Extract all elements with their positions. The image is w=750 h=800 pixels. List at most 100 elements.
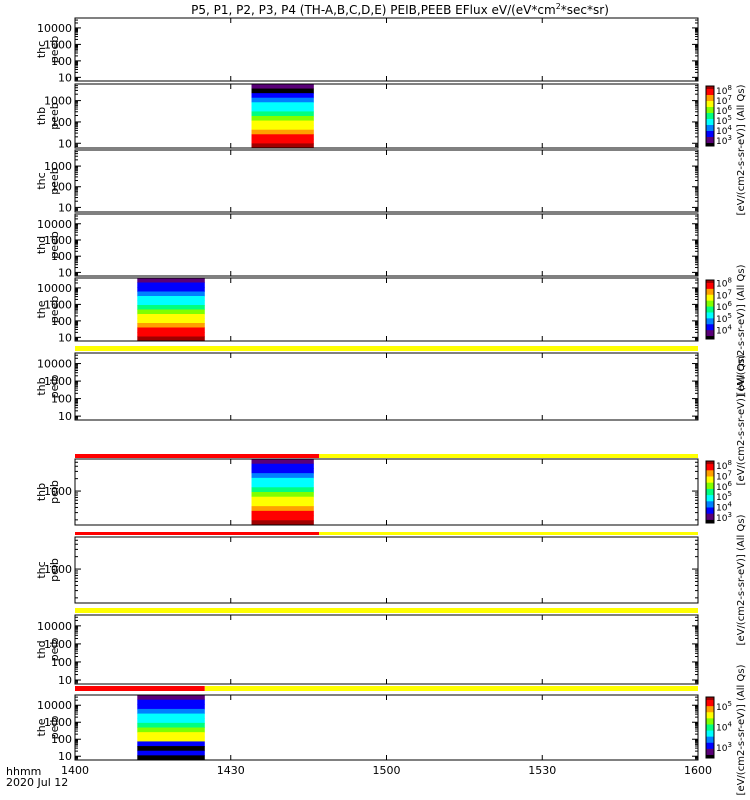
panel-probe-label: thb xyxy=(35,377,48,395)
colorbar-cell xyxy=(706,99,714,102)
panel-frame xyxy=(74,458,699,526)
spectrogram-cell xyxy=(251,106,314,112)
spectrogram-cell xyxy=(251,88,314,94)
y-tick-label: 10 xyxy=(58,750,72,763)
colorbar-cell xyxy=(706,733,714,736)
chart-title: P5, P1, P2, P3, P4 (TH-A,B,C,D,E) PEIB,P… xyxy=(191,2,609,17)
y-tick-label: 100 xyxy=(51,250,72,263)
colorbar-cell xyxy=(706,305,714,308)
colorbar-cell xyxy=(706,701,714,704)
spectrogram-cell xyxy=(137,323,205,328)
colorbar-cell xyxy=(706,493,714,496)
colorbar-frame xyxy=(705,85,715,147)
colorbar-cell xyxy=(706,128,714,130)
colorbar-cell xyxy=(706,735,714,738)
colorbar-tick-label: 108 xyxy=(716,84,732,97)
colorbar-cell xyxy=(706,293,714,296)
colorbar-tick-label: 105 xyxy=(716,312,732,325)
colorbar-cell xyxy=(706,519,714,522)
flag-segment-red xyxy=(75,454,320,458)
colorbar-tick-label: 104 xyxy=(716,124,732,137)
spectrogram-cell xyxy=(137,732,205,738)
colorbar-cell xyxy=(706,741,714,744)
colorbar-cell xyxy=(706,131,714,133)
y-tick-label: 1000 xyxy=(44,638,72,651)
colorbar-cell xyxy=(706,93,714,96)
y-tick-label: 1000 xyxy=(44,298,72,311)
date-label: 2020 Jul 12 xyxy=(6,776,68,789)
colorbar-cell xyxy=(706,736,714,739)
colorbar-cell xyxy=(706,703,714,706)
panel-inst-label: peib xyxy=(48,638,61,662)
colorbar-cell xyxy=(706,713,714,716)
spectrogram-cell xyxy=(251,501,314,507)
spectrogram-cell xyxy=(251,93,314,99)
colorbar-cell xyxy=(706,753,714,756)
colorbar-tick-label: 103 xyxy=(716,134,732,147)
colorbar-cell xyxy=(706,504,714,507)
spectrogram-cell xyxy=(137,755,205,761)
spectrogram-cell xyxy=(251,515,314,521)
spectrogram-cell xyxy=(137,282,205,288)
flag-segment-yellow xyxy=(204,686,698,691)
panel-frame xyxy=(74,17,699,82)
colorbar-cell xyxy=(706,461,714,464)
colorbar-cell xyxy=(706,716,714,719)
spectrogram-cell xyxy=(251,463,314,469)
colorbar-cell xyxy=(706,123,714,126)
colorbar-cell xyxy=(706,310,714,313)
colorbar-cell xyxy=(706,496,714,499)
colorbar-cell xyxy=(706,285,714,288)
panel-probe-label: thc xyxy=(35,561,48,578)
colorbar-cell xyxy=(706,478,714,481)
colorbar-cell xyxy=(706,747,714,750)
colorbar-tick-label: 105 xyxy=(716,490,732,503)
panel-probe-label: the xyxy=(35,300,48,318)
y-tick-label: 10000 xyxy=(37,358,72,371)
spectrogram-cell xyxy=(251,510,314,517)
colorbar-cell xyxy=(706,512,714,515)
time-axis: 1400 1430 1500 1530 1600 xyxy=(61,18,712,777)
panel-probe-label: thc xyxy=(35,41,48,58)
colorbar-cell xyxy=(706,302,714,305)
panel-frame xyxy=(74,149,699,213)
colorbar-cell xyxy=(706,492,714,495)
colorbar-cell xyxy=(706,330,714,333)
colorbar-cell xyxy=(706,715,714,718)
colorbar-cell xyxy=(706,101,714,103)
colorbar-cell xyxy=(706,282,714,285)
colorbar-tick-label: 108 xyxy=(716,277,732,290)
spectrogram-cell xyxy=(137,741,205,747)
colorbar-cell xyxy=(706,138,714,141)
y-tick-label: 10 xyxy=(58,410,72,423)
colorbar-cell xyxy=(706,505,714,508)
panel-the-peib: 10 100 1000 10000 the peib xyxy=(35,694,699,763)
colorbar-cell xyxy=(706,324,714,327)
spectrogram-cell xyxy=(251,120,314,126)
spectrogram-cell xyxy=(137,722,205,728)
y-tick-label: 1000 xyxy=(44,160,72,173)
y-tick-label: 10000 xyxy=(37,282,72,295)
colorbar-cell xyxy=(706,288,714,291)
colorbar-cell xyxy=(706,516,714,519)
spectrogram-cell xyxy=(251,143,314,149)
colorbar-cell xyxy=(706,498,714,501)
colorbar-cell xyxy=(706,756,714,759)
colorbar-cell xyxy=(706,125,714,127)
panel-thd-peib: 10 100 1000 10000 thd peib xyxy=(35,614,699,687)
spectrogram-cell xyxy=(251,520,314,526)
colorbar-cell xyxy=(706,751,714,754)
colorbar-cell xyxy=(706,105,714,108)
colorbar-title: [eV/(cm2-s-sr-eV)] (All Qs) xyxy=(736,664,747,795)
colorbar-cell xyxy=(706,143,714,145)
colorbar-cell xyxy=(706,287,714,290)
time-axis-label: hhmm xyxy=(6,765,41,778)
colorbar-cell xyxy=(706,119,714,121)
y-tick-label: 100 xyxy=(51,116,72,129)
colorbar-cell xyxy=(706,318,714,321)
panel-inst-label: peeb xyxy=(48,167,61,195)
